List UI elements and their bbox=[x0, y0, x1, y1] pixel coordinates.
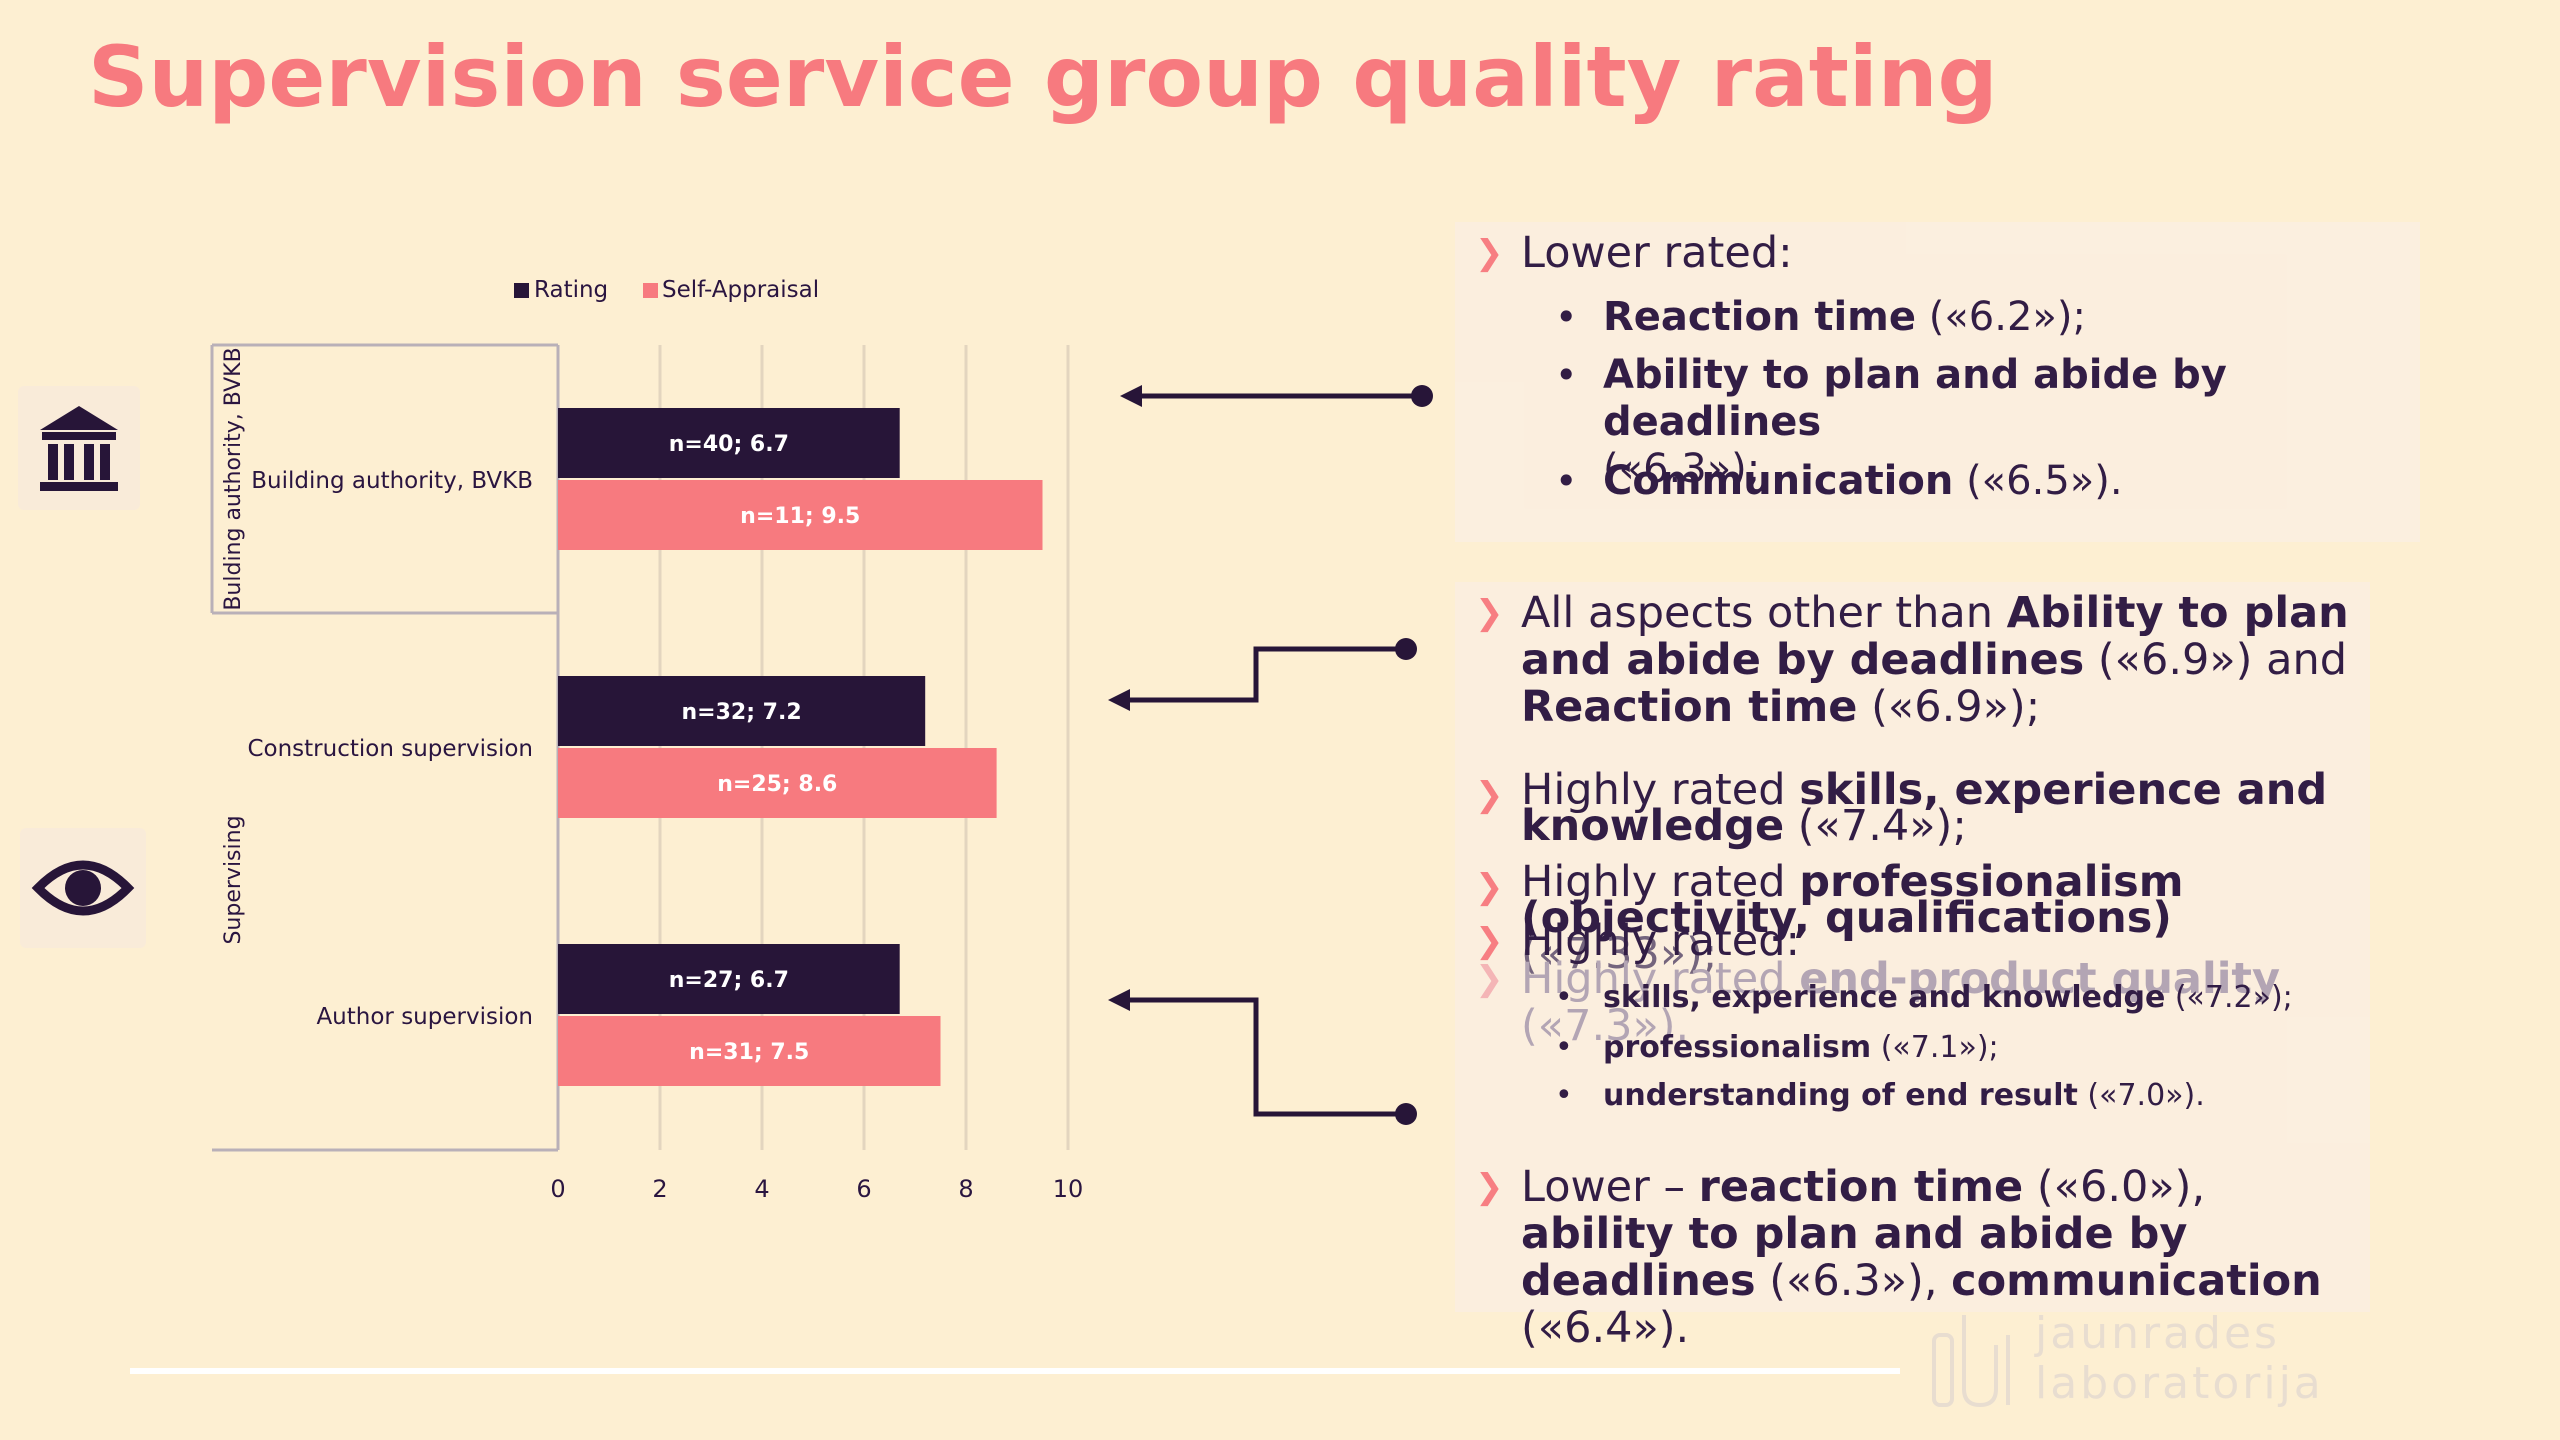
bullet-icon: • bbox=[1555, 1078, 1573, 1113]
connector-dot bbox=[1411, 385, 1433, 407]
eye-icon bbox=[31, 860, 135, 916]
arrow-head-icon bbox=[1108, 989, 1130, 1011]
panel2-point-5: Highly rated: bbox=[1521, 916, 1801, 966]
bar bbox=[558, 944, 900, 1014]
panel2-point-1: All aspects other than Ability to plan a… bbox=[1521, 588, 2349, 732]
logo-mark-icon bbox=[1932, 1315, 2010, 1408]
chevron-right-icon: ❯ bbox=[1475, 921, 1504, 961]
x-tick-label: 10 bbox=[1053, 1175, 1084, 1203]
footer-divider bbox=[130, 1368, 1900, 1374]
panel2-sub-2: understanding of end result («7.0»). bbox=[1603, 1078, 2205, 1113]
arrow-head-icon bbox=[1120, 385, 1142, 407]
chevron-right-icon: ❯ bbox=[1475, 233, 1504, 273]
panel1-heading: Lower rated: bbox=[1521, 228, 1793, 278]
panel1-item-2: Communication («6.5»). bbox=[1603, 458, 2123, 504]
data-label: n=32; 7.2 bbox=[682, 700, 802, 725]
data-label: n=25; 8.6 bbox=[717, 772, 837, 797]
data-label: n=11; 9.5 bbox=[740, 504, 860, 529]
chevron-right-icon: ❯ bbox=[1475, 593, 1504, 633]
category-label: Construction supervision bbox=[247, 736, 533, 762]
chevron-right-icon: ❯ bbox=[1475, 775, 1504, 815]
bar bbox=[558, 480, 1043, 550]
connector-line bbox=[1130, 646, 1406, 703]
bullet-icon: • bbox=[1555, 1030, 1573, 1065]
connector-dot bbox=[1395, 638, 1417, 660]
data-label: n=31; 7.5 bbox=[689, 1040, 809, 1065]
logo-text: jaunrades laboratorija bbox=[2035, 1308, 2324, 1409]
connector-line bbox=[1130, 997, 1406, 1117]
lower-rated-panel: ❯ Lower rated: • Reaction time («6.2»); … bbox=[1455, 222, 2420, 542]
group-label: Supervising bbox=[221, 815, 246, 944]
x-tick-label: 2 bbox=[652, 1175, 667, 1203]
supervising-panel: ❯ All aspects other than Ability to plan… bbox=[1455, 582, 2370, 1352]
building-icon-box bbox=[18, 386, 140, 510]
logo: jaunrades laboratorija bbox=[1930, 1305, 2330, 1415]
bullet-icon: • bbox=[1555, 295, 1578, 339]
category-label: Building authority, BVKB bbox=[251, 468, 533, 494]
chevron-right-icon: ❯ bbox=[1475, 1167, 1504, 1207]
x-tick-label: 4 bbox=[754, 1175, 769, 1203]
eye-icon-box bbox=[20, 828, 146, 948]
bullet-icon: • bbox=[1555, 980, 1573, 1015]
bar bbox=[558, 408, 900, 478]
bar bbox=[558, 1016, 941, 1086]
x-tick-label: 8 bbox=[958, 1175, 973, 1203]
group-label: Bulding authority, BVKB bbox=[221, 347, 246, 610]
legend-swatch bbox=[643, 283, 658, 298]
bar bbox=[558, 748, 997, 818]
category-label: Author supervision bbox=[316, 1004, 533, 1030]
chevron-right-icon: ❯ bbox=[1475, 959, 1504, 999]
chevron-right-icon: ❯ bbox=[1475, 867, 1504, 907]
bar bbox=[558, 676, 926, 746]
panel2-sub-0: skills, experience and knowledge («7.2»)… bbox=[1603, 980, 2293, 1015]
arrow-head-icon bbox=[1108, 689, 1130, 711]
panel2-point-2: Highly rated skills, experience and know… bbox=[1521, 765, 2328, 851]
bullet-icon: • bbox=[1555, 459, 1578, 503]
legend-label: Self-Appraisal bbox=[662, 277, 819, 303]
page-title: Supervision service group quality rating bbox=[88, 28, 1998, 126]
bank-building-icon bbox=[40, 406, 118, 491]
panel1-item-1: Ability to plan and abide by deadlines («… bbox=[1603, 352, 2227, 492]
bullet-icon: • bbox=[1555, 353, 1578, 397]
panel2-sub-1: professionalism («7.1»); bbox=[1603, 1030, 1999, 1065]
data-label: n=40; 6.7 bbox=[669, 432, 789, 457]
connector-dot bbox=[1395, 1103, 1417, 1125]
legend-label: Rating bbox=[534, 277, 608, 303]
x-tick-label: 6 bbox=[856, 1175, 871, 1203]
x-tick-label: 0 bbox=[550, 1175, 565, 1203]
panel2-point-6: Lower – reaction time («6.0»), ability t… bbox=[1521, 1162, 2322, 1353]
data-label: n=27; 6.7 bbox=[669, 968, 789, 993]
panel2-point-3: Highly rated professionalism (objectivit… bbox=[1521, 857, 2184, 979]
legend-swatch bbox=[514, 283, 529, 298]
panel1-item-0: Reaction time («6.2»); bbox=[1603, 294, 2086, 340]
panel2-point-4: Highly rated end-product quality («7.3»)… bbox=[1521, 954, 2281, 1051]
